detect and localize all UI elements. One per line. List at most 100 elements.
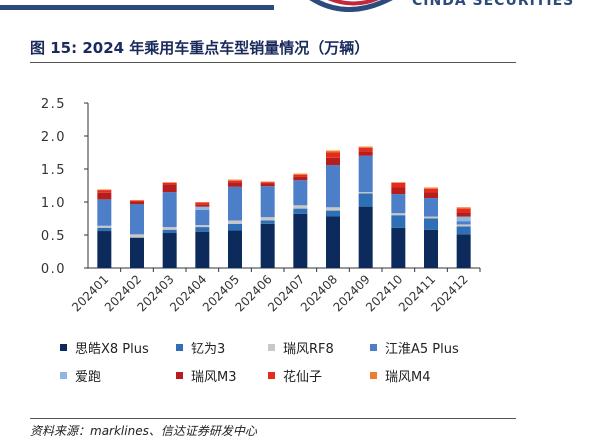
legend-swatch: [370, 344, 377, 351]
x-tick-label: 202412: [428, 272, 470, 314]
bar-segment: [456, 224, 471, 227]
legend-label: 江淮A5 Plus: [385, 342, 459, 357]
bar-segment: [195, 209, 210, 226]
bar-segment: [130, 237, 144, 268]
legend-item: 瑞风M3: [176, 366, 237, 385]
bar-segment: [358, 193, 373, 207]
bar-segment: [162, 182, 177, 185]
bar-segment: [228, 230, 242, 268]
legend-item: 爱跑: [60, 366, 101, 385]
bar-segment: [97, 192, 112, 200]
legend-swatch: [370, 372, 377, 379]
legend-swatch: [268, 344, 275, 351]
bar-segment: [391, 227, 406, 268]
legend-item: 瑞风RF8: [268, 338, 334, 357]
bar-segment: [391, 213, 406, 216]
bar-segment: [260, 220, 275, 224]
bar-segment: [456, 216, 471, 222]
y-tick-label: 0.0: [41, 262, 66, 277]
bar-segment: [424, 216, 438, 219]
bar-segment: [195, 225, 210, 228]
bar-segment: [424, 192, 438, 199]
bar-segment: [424, 188, 438, 193]
bar-segment: [260, 186, 275, 218]
bar-segment: [260, 182, 275, 184]
bar-segment: [195, 231, 210, 268]
legend-label: 瑞风M4: [385, 370, 431, 385]
legend-swatch: [60, 344, 67, 351]
bar-segment: [293, 173, 308, 175]
bar-segment: [195, 227, 210, 232]
bar-segment: [424, 218, 438, 230]
bar-segment: [228, 186, 242, 221]
bar-segment: [358, 192, 373, 194]
bar-segment: [97, 225, 112, 228]
bar-segment: [456, 226, 471, 235]
bar-segment: [391, 182, 406, 188]
bar-segment: [326, 150, 340, 153]
source-rule: [30, 418, 516, 419]
legend-item: 思皓X8 Plus: [60, 338, 149, 357]
legend-item: 花仙子: [268, 366, 322, 385]
header-bar: [0, 5, 274, 10]
bar-segment: [162, 184, 177, 193]
bar-segment: [260, 217, 275, 221]
bar-segment: [326, 165, 340, 208]
bar-segment: [195, 202, 210, 205]
bar-segment: [260, 183, 275, 187]
bar-segment: [293, 205, 308, 209]
source-note: 资料来源：marklines、信达证券研发中心: [30, 424, 257, 438]
legend-item: 瑞风M4: [370, 366, 431, 385]
bar-segment: [293, 176, 308, 181]
legend-item: 钇为3: [176, 338, 225, 357]
bar-segment: [162, 192, 177, 228]
bar-segment: [326, 152, 340, 158]
bar-segment: [228, 182, 242, 187]
legend-swatch: [176, 372, 183, 379]
y-tick-label: 2.0: [41, 130, 66, 145]
bar-segment: [97, 231, 112, 268]
legend-label: 花仙子: [283, 370, 323, 385]
bar-segment: [260, 223, 275, 268]
bar-segment: [456, 234, 471, 268]
title-rule: [30, 62, 516, 63]
bar-segment: [162, 233, 177, 268]
bar-segment: [130, 203, 144, 235]
bar-segment: [130, 234, 144, 238]
bar-segment: [326, 207, 340, 211]
header-band: CINDA SECURITIES: [0, 0, 611, 16]
bar-segment: [391, 215, 406, 228]
bar-segment: [130, 200, 144, 201]
legend-swatch: [60, 372, 67, 379]
y-tick-label: 1.0: [41, 196, 66, 211]
bar-segment: [97, 227, 112, 232]
legend-swatch: [268, 372, 275, 379]
bar-segment: [358, 147, 373, 152]
bar-segment: [424, 198, 438, 217]
bar-segment: [456, 221, 471, 225]
bar-segment: [424, 229, 438, 268]
bar-segment: [391, 187, 406, 195]
bar-segment: [195, 204, 210, 207]
bar-segment: [228, 223, 242, 231]
bar-segment: [195, 202, 210, 203]
bar-segment: [358, 155, 373, 193]
bar-segment: [228, 220, 242, 224]
figure-title: 图 15: 2024 年乘用车重点车型销量情况（万辆）: [30, 39, 370, 57]
legend-swatch: [176, 344, 183, 351]
bar-segment: [358, 206, 373, 268]
bar-segment: [162, 227, 177, 230]
bar-segment: [293, 213, 308, 268]
bar-segment: [326, 210, 340, 217]
bar-segment: [293, 180, 308, 206]
bar-segment: [97, 190, 112, 193]
bar-segment: [97, 199, 112, 226]
bar-segment: [97, 189, 112, 191]
bar-segment: [130, 200, 144, 202]
y-tick-label: 0.5: [41, 229, 66, 244]
bar-segment: [162, 182, 177, 183]
bar-segment: [260, 181, 275, 183]
bar-segment: [228, 180, 242, 183]
bar-segment: [424, 187, 438, 189]
